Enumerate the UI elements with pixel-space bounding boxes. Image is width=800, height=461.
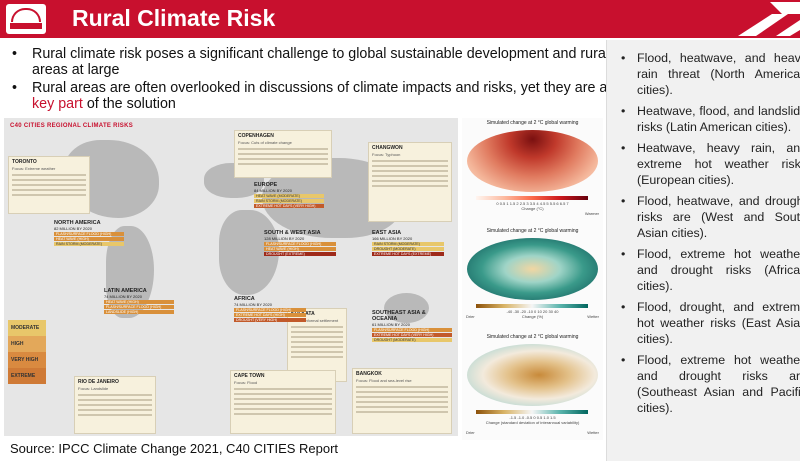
- city-card-cape-town: CAPE TOWN Focus: Flood: [230, 370, 336, 434]
- temperature-ticks: 0 0.5 1 1.5 2 2.5 3 3.5 4 4.5 5 5.5 6 6.…: [496, 201, 569, 206]
- soil-moisture-map: [467, 344, 598, 406]
- source-caption: Source: IPCC Climate Change 2021, C40 CI…: [10, 441, 339, 456]
- legend-very-high: VERY HIGH: [8, 352, 46, 368]
- fig-precip-title: Simulated change at 2 °C global warming: [486, 228, 579, 234]
- temperature-map: [467, 130, 598, 192]
- region-north-america: NORTH AMERICA 82 MILLION BY 2020 FLASH/SU…: [54, 220, 124, 246]
- region-east-asia: EAST ASIA 166 MILLION BY 2020 RAIN STORM …: [372, 230, 444, 256]
- slide-title: Rural Climate Risk: [72, 5, 276, 31]
- list-item: • Flood, drought, and extreme hot weather…: [621, 300, 800, 346]
- legend-extreme: EXTREME: [8, 368, 46, 384]
- soil-moisture-drier: Drier: [466, 430, 475, 435]
- highlight-text: key part: [32, 96, 83, 112]
- bullet-list: • Rural climate risk poses a significant…: [10, 46, 610, 114]
- precipitation-colorbar: [476, 304, 588, 308]
- corner-mark-icon: [738, 2, 800, 36]
- soil-moisture-label: Change (standard deviation of interannua…: [485, 420, 580, 425]
- region-south-west-asia: SOUTH & WEST ASIA 128 MILLION BY 2020 FLA…: [264, 230, 336, 256]
- list-item: • Flood, heatwave, and heavy rain threat …: [621, 51, 800, 97]
- legend-moderate: MODERATE: [8, 320, 46, 336]
- precipitation-drier: Drier: [466, 314, 475, 319]
- city-card-rio: RIO DE JANEIRO Focus: Landslide: [74, 376, 156, 434]
- bullet-marker: •: [12, 80, 18, 96]
- australia-shape: [384, 293, 429, 323]
- region-europe: EUROPE 84 MILLION BY 2020 HEAT WAVE (MODE…: [254, 182, 324, 208]
- city-card-bangkok: BANGKOK Focus: Flood and sea-level rise: [352, 368, 452, 434]
- list-item: • Heatwave, heavy rain, and extreme hot w…: [621, 141, 800, 187]
- bullet-item: • Rural areas are often overlooked in di…: [10, 80, 610, 112]
- fig-temperature-title: Simulated change at 2 °C global warming: [486, 120, 579, 126]
- regional-risk-map: C40 CITIES REGIONAL CLIMATE RISKS TORONT…: [4, 118, 458, 436]
- temperature-label: Change (°C): [521, 206, 544, 211]
- risk-legend: MODERATE HIGH VERY HIGH EXTREME: [8, 320, 46, 384]
- soil-moisture-ticks: -1.5 -1.0 -0.5 0 0.5 1.0 1.5: [509, 415, 556, 420]
- list-item: • Flood, extreme hot weather, and drought…: [621, 353, 800, 415]
- legend-high: HIGH: [8, 336, 46, 352]
- bullet-text: Rural climate risk poses a significant c…: [32, 46, 609, 78]
- region-latin-america: LATIN AMERICA 74 MILLION BY 2020 HEAT WAV…: [104, 288, 174, 314]
- temperature-colorbar: [476, 196, 588, 200]
- header-bar: Rural Climate Risk: [0, 0, 800, 38]
- precipitation-ticks: -40 -30 -20 -10 0 10 20 30 40: [506, 309, 559, 314]
- region-southeast-asia-oceania: SOUTHEAST ASIA & OCEANIA 61 MILLION BY 20…: [372, 310, 452, 342]
- regional-risk-list: • Flood, heatwave, and heavy rain threat …: [621, 50, 800, 421]
- list-item: • Flood, heatwave, and drought risks are …: [621, 194, 800, 240]
- city-card-toronto: TORONTO Focus: Extreme weather: [8, 156, 90, 214]
- region-africa: AFRICA 74 MILLION BY 2020 FLASH/SURFACE F…: [234, 296, 306, 322]
- city-card-changwon: CHANGWON Focus: Typhoon: [368, 142, 452, 222]
- fig-soil-title: Simulated change at 2 °C global warming: [486, 334, 579, 340]
- soil-moisture-colorbar: [476, 410, 588, 414]
- bullet-text: Rural areas are often overlooked in disc…: [32, 80, 608, 112]
- list-item: • Heatwave, flood, and landslide risks (L…: [621, 104, 800, 134]
- soil-moisture-wetter: Wetter: [587, 430, 599, 435]
- city-card-copenhagen: COPENHAGEN Focus: Cuts of climate change: [234, 130, 332, 178]
- map-title: C40 CITIES REGIONAL CLIMATE RISKS: [10, 123, 134, 129]
- precipitation-wetter: Wetter: [587, 314, 599, 319]
- bullet-marker: •: [12, 46, 18, 62]
- list-item: • Flood, extreme hot weather, and drought…: [621, 247, 800, 293]
- precipitation-map: [467, 238, 598, 300]
- university-logo-icon: [6, 4, 46, 34]
- temperature-warmer: Warmer: [584, 211, 599, 216]
- climate-projection-panel: Simulated change at 2 °C global warming …: [462, 118, 603, 440]
- right-risk-panel: • Flood, heatwave, and heavy rain threat …: [606, 40, 800, 461]
- precipitation-label: Change (%): [521, 314, 544, 319]
- bullet-item: • Rural climate risk poses a significant…: [10, 46, 610, 78]
